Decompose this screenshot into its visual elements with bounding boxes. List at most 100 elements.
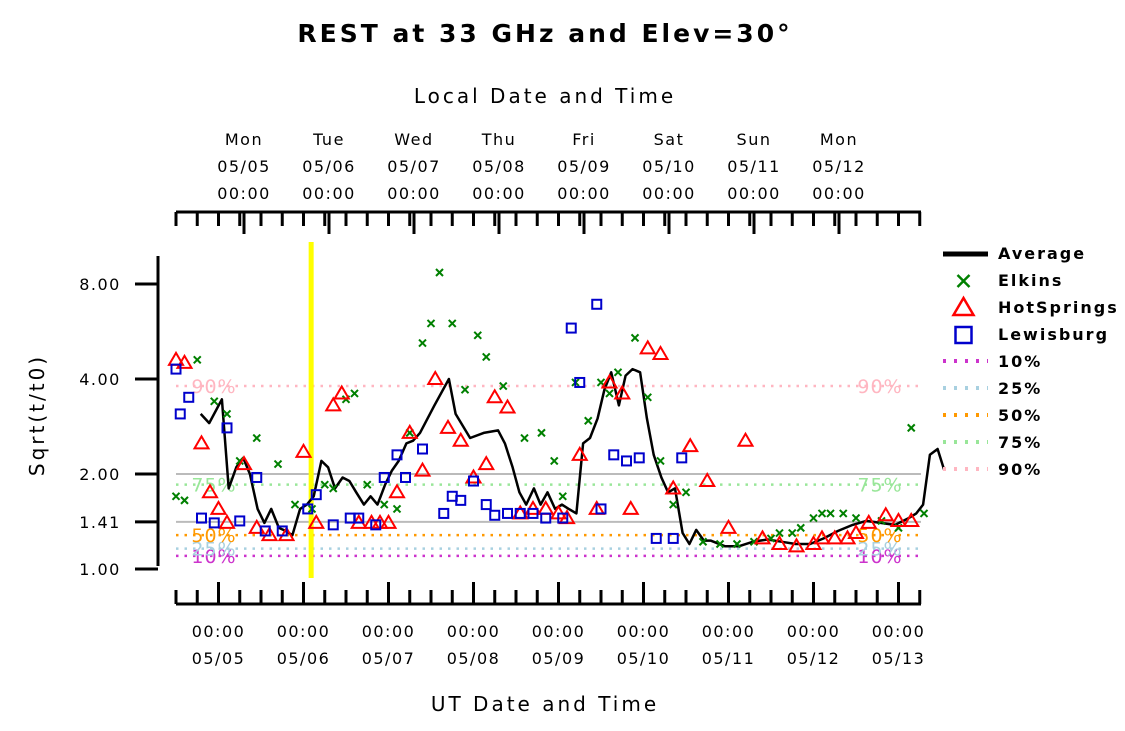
bottom-time-label: 00:00: [702, 622, 756, 641]
x-stroke: [448, 319, 457, 328]
lewisburg-point: [417, 443, 428, 455]
top-day-label: Fri: [572, 130, 596, 149]
hotsprings-point: [770, 535, 789, 551]
top-time-label: 00:00: [812, 184, 866, 203]
bottom-time-label: 00:00: [617, 622, 671, 641]
elkins-point: [851, 513, 861, 523]
x-stroke: [473, 331, 482, 340]
lewisburg-point: [400, 471, 411, 483]
x-stroke: [320, 480, 329, 489]
hotsprings-point: [877, 506, 895, 522]
hotsprings-point: [664, 479, 682, 495]
hotsprings-point: [600, 373, 619, 389]
hotsprings-point: [201, 483, 219, 499]
legend-swatch-hotsprings: [951, 295, 976, 317]
hotsprings-point: [847, 524, 865, 540]
bottom-date-label: 05/09: [532, 649, 586, 668]
x-stroke: [809, 513, 818, 523]
hotsprings-point: [426, 370, 444, 385]
hotsprings-point: [651, 345, 670, 361]
elkins-point: [715, 539, 725, 549]
elkins-point: [630, 333, 640, 343]
series-lewisburg: [170, 298, 688, 544]
x-stroke: [956, 274, 971, 288]
elkins-point: [817, 509, 827, 518]
x-stroke: [210, 397, 219, 406]
y-tick-label: 1.41: [79, 513, 121, 532]
legend-label: Average: [998, 244, 1086, 263]
x-stroke: [817, 509, 827, 518]
lewisburg-point: [565, 322, 577, 334]
hotsprings-point: [681, 437, 699, 453]
elkins-point: [418, 338, 427, 348]
hotsprings-point: [477, 455, 495, 471]
x-stroke: [290, 500, 300, 509]
bottom-time-label: 00:00: [872, 622, 926, 641]
top-time-label: 00:00: [727, 184, 781, 203]
elkins-point: [460, 385, 470, 394]
x-stroke: [418, 338, 427, 348]
elkins-point: [520, 433, 529, 443]
top-time-label: 00:00: [387, 184, 441, 203]
lewisburg-point: [595, 503, 607, 515]
series-hotsprings: [167, 339, 920, 553]
elkins-point: [605, 389, 614, 398]
elkins-point: [613, 368, 623, 377]
x-stroke: [273, 459, 283, 469]
elkins-point: [826, 509, 835, 518]
lewisburg-point: [196, 512, 207, 524]
x-stroke: [643, 393, 652, 402]
legend-label: 90%: [998, 460, 1042, 479]
hotsprings-point: [639, 339, 657, 355]
elkins-point: [210, 397, 219, 406]
x-stroke: [698, 537, 708, 546]
x-stroke: [550, 456, 559, 466]
legend-swatch-lewisburg: [954, 325, 973, 345]
x-stroke: [558, 492, 567, 501]
lewisburg-point: [183, 391, 195, 403]
x-stroke: [520, 433, 529, 443]
hotsprings-point: [813, 529, 831, 545]
hotsprings-point: [218, 513, 236, 529]
legend-swatch-elkins: [956, 274, 971, 288]
elkins-point: [775, 528, 784, 538]
x-stroke: [329, 484, 338, 493]
lewisburg-point: [378, 471, 390, 483]
elkins-point: [290, 500, 300, 509]
hotsprings-point: [486, 388, 504, 404]
x-axis-title: UT Date and Time: [431, 692, 659, 716]
x-stroke: [350, 389, 359, 398]
lewisburg-point: [574, 376, 586, 388]
percentile-label-right: 75%: [857, 475, 902, 497]
lewisburg-point: [480, 499, 492, 511]
x-stroke: [907, 423, 916, 433]
y-axis-title: Sqrt(t/t0): [25, 354, 49, 476]
top-date-label: 05/11: [727, 157, 781, 176]
lewisburg-point: [650, 532, 662, 544]
lewisburg-point: [608, 449, 620, 461]
hotsprings-point: [736, 431, 755, 447]
elkins-point: [796, 523, 805, 533]
elkins-point: [363, 480, 372, 489]
bottom-date-label: 05/10: [617, 649, 671, 668]
elkins-point: [320, 480, 329, 489]
top-date-label: 05/06: [302, 157, 356, 176]
percentile-label-left: 10%: [191, 546, 236, 568]
top-time-label: 00:00: [642, 184, 696, 203]
top-date-label: 05/09: [557, 157, 611, 176]
percentile-label-left: 25%: [191, 539, 236, 561]
lewisburg-point: [174, 408, 186, 420]
lewisburg-point: [468, 475, 479, 487]
legend-label: Elkins: [998, 271, 1063, 290]
hotsprings-point: [613, 384, 631, 400]
elkins-point: [643, 393, 652, 402]
lewisburg-point: [251, 471, 263, 483]
x-stroke: [796, 523, 805, 533]
percentile-label-left: 50%: [191, 525, 236, 547]
elkins-point: [550, 456, 559, 466]
hotsprings-point: [388, 483, 406, 499]
x-stroke: [732, 539, 742, 549]
x-stroke: [826, 509, 835, 518]
bottom-time-label: 00:00: [447, 622, 501, 641]
hotsprings-point: [235, 455, 253, 471]
